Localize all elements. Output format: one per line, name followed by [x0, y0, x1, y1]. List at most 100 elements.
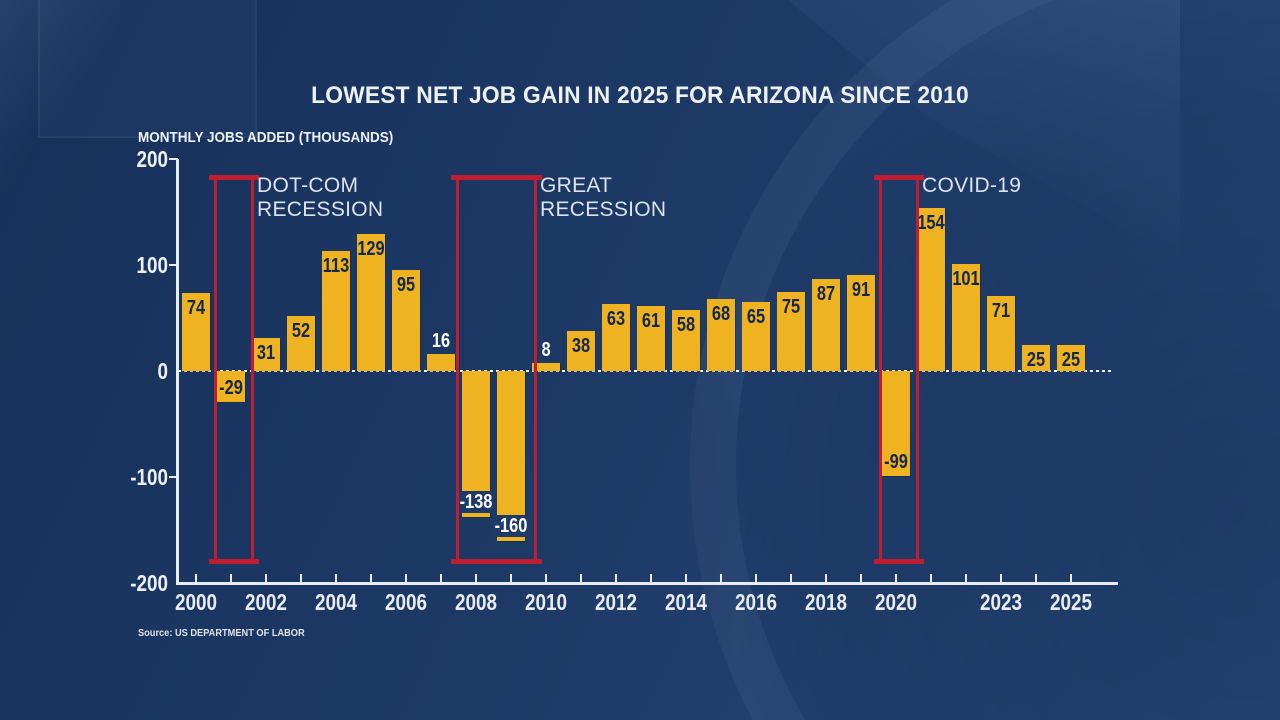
bar-value-label-2023: 71: [991, 299, 1011, 322]
x-axis-tick-2007: [440, 574, 442, 582]
bar-value-label-2004: 113: [322, 255, 350, 278]
bar-2020: [882, 371, 910, 476]
bar-value-label-2016: 65: [746, 306, 766, 329]
year-label-2023: 2023: [980, 589, 1022, 615]
x-axis-line: [176, 582, 1118, 585]
bar-value-label-2010: 8: [541, 338, 551, 361]
bar-value-label-2002: 31: [256, 342, 276, 365]
bar-2014: [672, 309, 700, 371]
recession-box-edge: [451, 559, 542, 564]
year-label-2000: 2000: [175, 589, 217, 615]
year-label-2002: 2002: [245, 589, 287, 615]
year-label-2004: 2004: [315, 589, 357, 615]
y-axis-label--200: -200: [130, 570, 168, 596]
x-axis-tick-2005: [370, 574, 372, 582]
bar-2001: [217, 371, 245, 402]
bar-2002: [252, 338, 280, 371]
bar-2012: [602, 304, 630, 371]
bar-2013: [637, 306, 665, 371]
bar-value-label-2014: 58: [676, 313, 696, 336]
x-axis-tick-2017: [790, 574, 792, 582]
x-axis-tick-2016: [755, 574, 757, 582]
negative-label-chip: -160: [492, 514, 530, 537]
bar-2009: [497, 371, 525, 541]
bar-value-label-2020: -99: [884, 450, 908, 473]
x-axis-tick-2024: [1035, 574, 1037, 582]
x-axis-tick-2002: [265, 574, 267, 582]
bar-2007: [427, 354, 455, 371]
x-axis-tick-2001: [230, 574, 232, 582]
bar-2017: [777, 291, 805, 371]
recession-box-covid-19: [874, 175, 924, 564]
x-axis-tick-2009: [510, 574, 512, 582]
x-axis-tick-2019: [860, 574, 862, 582]
y-axis-label--100: -100: [130, 464, 168, 490]
year-label-2025: 2025: [1050, 589, 1092, 615]
bar-2024: [1022, 344, 1050, 371]
zero-gridline: [178, 370, 1112, 372]
year-label-2010: 2010: [525, 589, 567, 615]
bar-value-label-2005: 129: [357, 238, 385, 261]
x-axis-tick-2006: [405, 574, 407, 582]
x-axis-tick-2022: [965, 574, 967, 582]
y-axis-label-100: 100: [136, 252, 168, 278]
bar-2003: [287, 315, 315, 371]
bar-2018: [812, 278, 840, 371]
year-label-2018: 2018: [805, 589, 847, 615]
bar-2004: [322, 251, 350, 371]
bar-value-label-2024: 25: [1026, 348, 1046, 371]
bar-value-label-2009: -160: [485, 514, 537, 537]
y-axis-tick-200: [169, 158, 178, 160]
bar-2006: [392, 270, 420, 371]
bar-2022: [952, 263, 980, 371]
bar-value-label-2011: 38: [571, 334, 591, 357]
bar-value-label-2018: 87: [816, 282, 836, 305]
x-axis-tick-2020: [895, 574, 897, 582]
bar-value-label-2021: 154: [917, 211, 945, 234]
x-axis-tick-2000: [195, 574, 197, 582]
bar-2025: [1057, 344, 1085, 371]
bar-2000: [182, 292, 210, 371]
recession-box-edge: [874, 559, 924, 564]
y-axis-label-0: 0: [157, 358, 168, 384]
bar-value-label-2013: 61: [641, 310, 661, 333]
recession-label-great-recession: GREAT RECESSION: [540, 174, 667, 221]
bar-value-label-2015: 68: [711, 302, 731, 325]
bar-value-label-2006: 95: [396, 274, 416, 297]
bar-2010: [532, 362, 560, 371]
bar-value-label-2003: 52: [291, 319, 311, 342]
y-axis-title: MONTHLY JOBS ADDED (THOUSANDS): [138, 129, 394, 146]
x-axis-tick-2012: [615, 574, 617, 582]
bar-value-label-2001: -29: [219, 376, 243, 399]
x-axis-tick-2013: [650, 574, 652, 582]
x-axis-tick-2021: [930, 574, 932, 582]
x-axis-tick-2018: [825, 574, 827, 582]
y-axis-tick-100: [169, 264, 178, 266]
bar-2011: [567, 330, 595, 371]
bar-2019: [847, 274, 875, 371]
x-axis-tick-2010: [545, 574, 547, 582]
year-label-2014: 2014: [665, 589, 707, 615]
recession-label-covid-19: COVID-19: [922, 174, 1022, 197]
x-axis-tick-2015: [720, 574, 722, 582]
recession-box-edge: [874, 175, 924, 180]
source-text: Source: US DEPARTMENT OF LABOR: [138, 627, 305, 639]
recession-box-edge: [209, 175, 259, 180]
year-label-2012: 2012: [595, 589, 637, 615]
x-axis-tick-2003: [300, 574, 302, 582]
bar-value-label-2008: -138: [450, 491, 502, 514]
bar-2016: [742, 302, 770, 371]
bar-value-label-2025: 25: [1061, 348, 1081, 371]
bar-2023: [987, 295, 1015, 371]
x-axis-tick-2008: [475, 574, 477, 582]
recession-box-edge: [451, 175, 542, 180]
x-axis-tick-2023: [1000, 574, 1002, 582]
x-axis-tick-2004: [335, 574, 337, 582]
y-axis-line: [176, 159, 179, 585]
bar-value-label-2022: 101: [952, 267, 980, 290]
bar-value-label-2000: 74: [186, 296, 206, 319]
recession-box-edge: [209, 559, 259, 564]
year-label-2020: 2020: [875, 589, 917, 615]
